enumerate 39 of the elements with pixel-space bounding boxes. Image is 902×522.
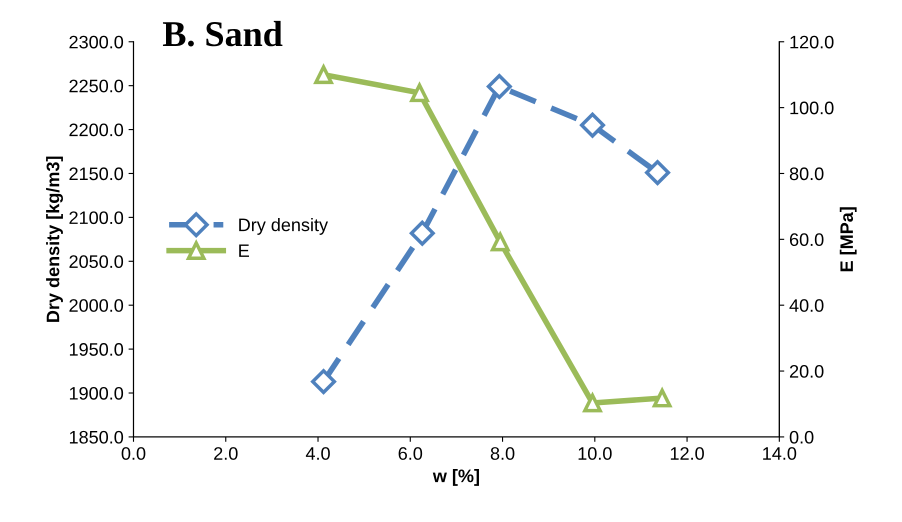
x-tick-label: 0.0 (122, 447, 146, 460)
y-tick-label: 2300.0 (69, 36, 124, 48)
y-tick-label: 2150.0 (69, 167, 124, 180)
point (410, 220, 435, 246)
y2-tick-label: 0.0 (790, 430, 814, 444)
y-tick-label: 2250.0 (69, 80, 124, 92)
x-tick-label: 6.0 (398, 447, 422, 460)
point (652, 388, 672, 408)
y2-axis-title: E [MPa] (840, 207, 857, 272)
y-tick-label: 2000.0 (69, 299, 124, 312)
y2-tick-label: 20.0 (790, 364, 824, 378)
chart-title: B. Sand (162, 20, 282, 46)
y-axis-title: Dry density [kg/m3] (46, 156, 63, 322)
y2-tick-label: 60.0 (790, 233, 824, 246)
y-tick-label: 1850.0 (70, 430, 124, 444)
y-tick-label: 1950.0 (70, 343, 124, 356)
point (311, 369, 336, 394)
y2-tick-label: 100.0 (790, 102, 834, 114)
y2-tick-label: 80.0 (790, 167, 824, 180)
y-tick-label: 2100.0 (69, 211, 124, 224)
point (580, 112, 606, 138)
legend-label: E (239, 244, 249, 257)
point (410, 83, 429, 102)
y-tick-label: 2050.0 (69, 255, 124, 268)
point (486, 74, 512, 100)
x-tick-label: 14.0 (763, 447, 796, 460)
x-tick-label: 10.0 (578, 447, 612, 460)
x-tick-label: 2.0 (214, 447, 238, 460)
x-tick-label: 12.0 (670, 447, 704, 460)
x-tick-label: 4.0 (306, 447, 330, 460)
y2-tick-label: 40.0 (789, 299, 824, 312)
point (645, 160, 670, 186)
legend-label: Dry density (239, 218, 328, 235)
y-tick-label: 1900.0 (70, 386, 124, 400)
y-tick-label: 2200.0 (69, 124, 124, 136)
y2-tick-label: 120.0 (790, 36, 834, 48)
x-tick-label: 8.0 (490, 447, 514, 460)
x-axis-title: w [%] (432, 469, 479, 486)
point (314, 65, 333, 84)
